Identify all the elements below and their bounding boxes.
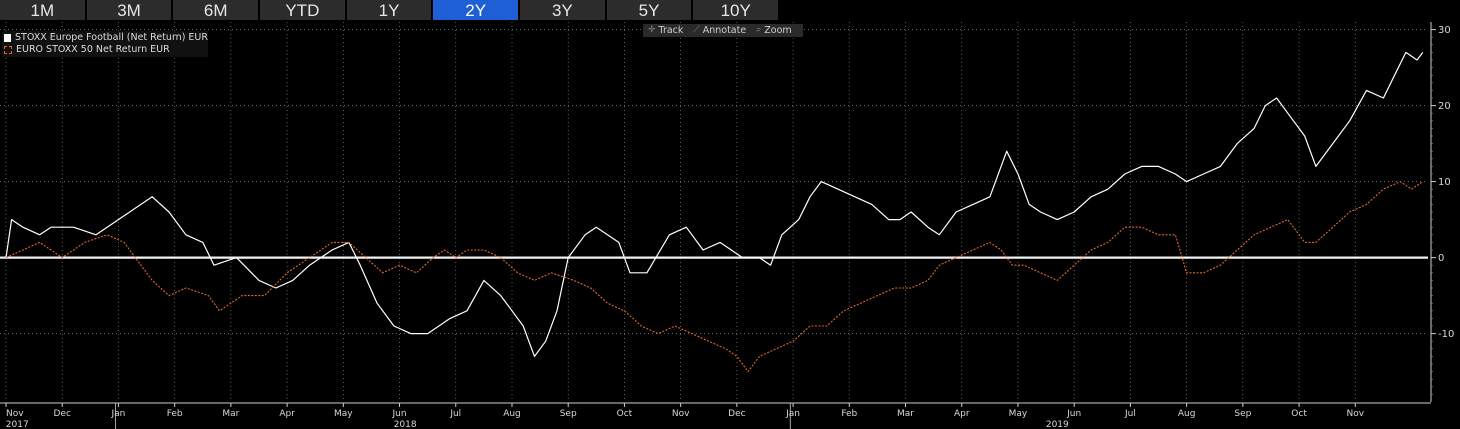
x-tick-label: Sep [1234, 409, 1251, 419]
magnifier-icon: ⌕ [756, 25, 762, 35]
chart-toolbar: ✛ Track ⟋ Annotate ⌕ Zoom [643, 24, 803, 37]
legend-label: EURO STOXX 50 Net Return EUR [16, 44, 170, 55]
x-tick-label: Apr [279, 409, 295, 419]
zoom-button[interactable]: ⌕ Zoom [751, 24, 796, 37]
tab-ytd[interactable]: YTD [260, 0, 345, 20]
crosshair-icon: ✛ [648, 25, 656, 35]
y-tick-label: -10 [1438, 329, 1454, 340]
x-tick-label: May [1009, 409, 1028, 419]
pencil-icon: ⟋ [693, 25, 700, 35]
x-tick-label: Nov [672, 409, 690, 419]
tab-3y[interactable]: 3Y [520, 0, 605, 20]
tab-1y[interactable]: 1Y [346, 0, 432, 20]
y-tick-label: 0 [1438, 253, 1444, 264]
series-line-2 [5, 181, 1424, 373]
x-tick-label: May [334, 409, 353, 419]
x-tick-label: Jul [1124, 409, 1136, 419]
x-tick-label: Aug [1178, 409, 1196, 419]
tool-label: Track [658, 25, 684, 36]
legend-item: EURO STOXX 50 Net Return EUR [2, 44, 208, 56]
annotate-button[interactable]: ⟋ Annotate [688, 24, 751, 37]
x-tick-label: Jun [392, 409, 407, 419]
legend-swatch [4, 46, 12, 54]
legend-label: STOXX Europe Football (Net Return) EUR [14, 32, 208, 43]
tab-2y[interactable]: 2Y [433, 0, 519, 20]
x-tick-label: Apr [954, 409, 970, 419]
x-tick-label: Mar [897, 409, 914, 419]
x-tick-label: Oct [617, 409, 633, 419]
legend-swatch [4, 34, 11, 42]
series-lines [5, 51, 1424, 373]
x-tick-label: Jun [1066, 409, 1081, 419]
x-tick-label: Nov [6, 409, 24, 419]
y-tick-label: 20 [1438, 101, 1451, 112]
x-tick-label: Jan [785, 409, 800, 419]
x-tick-label: Dec [728, 409, 745, 419]
tab-1m[interactable]: 1M [0, 0, 85, 20]
x-tick-label: Aug [503, 409, 521, 419]
year-label: 2017 [6, 420, 29, 429]
period-tabs: 1M 3M 6M YTD 1Y 2Y 3Y 5Y 10Y [0, 0, 780, 20]
legend-item: STOXX Europe Football (Net Return) EUR [2, 32, 208, 44]
x-tick-label: Dec [54, 409, 71, 419]
axes: -10 0 10 20 30 Nov Dec Jan Feb Mar Apr May Jun Jul Aug… [0, 22, 1454, 429]
x-tick-label: Mar [222, 409, 239, 419]
x-tick-label: Jan [111, 409, 126, 419]
series-line-1 [5, 51, 1424, 357]
tab-3m[interactable]: 3M [86, 0, 172, 20]
tab-10y[interactable]: 10Y [693, 0, 779, 20]
x-tick-label: Nov [1347, 409, 1365, 419]
y-tick-label: 10 [1438, 177, 1451, 188]
x-tick-label: Feb [167, 409, 183, 419]
x-tick-label: Jul [449, 409, 461, 419]
track-button[interactable]: ✛ Track [643, 24, 688, 37]
gridlines [0, 22, 1428, 402]
year-label: 2019 [1046, 420, 1069, 429]
tool-label: Annotate [702, 25, 747, 36]
legend: STOXX Europe Football (Net Return) EUR EU… [2, 31, 208, 57]
y-tick-label: 30 [1438, 25, 1451, 36]
x-tick-label: Sep [560, 409, 577, 419]
tool-label: Zoom [764, 25, 792, 36]
x-tick-label: Oct [1291, 409, 1307, 419]
tab-5y[interactable]: 5Y [606, 0, 692, 20]
year-label: 2018 [394, 420, 417, 429]
x-tick-label: Feb [841, 409, 857, 419]
tab-6m[interactable]: 6M [173, 0, 259, 20]
